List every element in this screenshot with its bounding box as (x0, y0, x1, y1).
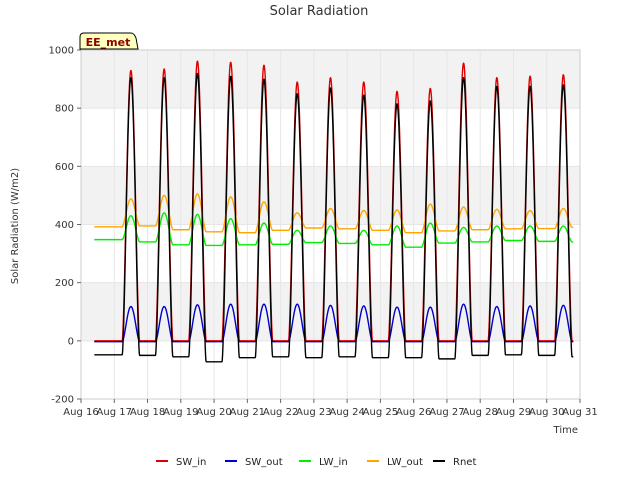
x-tick-label: Aug 22 (263, 407, 298, 418)
y-tick-label: -200 (51, 395, 74, 406)
series-line-rnet (93, 72, 574, 363)
x-axis-title: Time (553, 425, 578, 436)
y-axis-ticks: -200 0 200 400 600 800 1000 (49, 46, 81, 406)
grid-band (81, 166, 580, 225)
legend-label-sw-out: SW_out (245, 457, 283, 468)
x-tick-label: Aug 18 (130, 407, 165, 418)
x-tick-label: Aug 17 (97, 407, 132, 418)
y-tick-label: 0 (68, 336, 74, 347)
y-tick-label: 400 (55, 220, 74, 231)
x-tick-label: Aug 20 (196, 407, 231, 418)
series-line-lw-out (93, 193, 574, 234)
y-tick-label: 600 (55, 162, 74, 173)
y-tick-label: 800 (55, 104, 74, 115)
series-lines (93, 60, 574, 363)
x-tick-label: Aug 25 (363, 407, 398, 418)
x-tick-label: Aug 31 (562, 407, 597, 418)
x-tick-label: Aug 26 (396, 407, 431, 418)
legend-label-rnet: Rnet (453, 457, 476, 468)
site-badge-label: EE_met (86, 36, 131, 49)
series-line-sw-out (93, 303, 574, 343)
x-tick-label: Aug 21 (230, 407, 265, 418)
y-tick-label: 200 (55, 278, 74, 289)
legend: SW_in SW_out LW_in LW_out Rnet (156, 457, 476, 468)
y-tick-label: 1000 (49, 46, 74, 57)
site-badge-box (79, 32, 139, 50)
legend-label-lw-in: LW_in (319, 457, 348, 468)
x-tick-label: Aug 24 (329, 407, 364, 418)
x-tick-label: Aug 16 (63, 407, 98, 418)
x-tick-label: Aug 29 (496, 407, 531, 418)
legend-label-lw-out: LW_out (387, 457, 423, 468)
grid-bands (81, 50, 580, 341)
x-tick-label: Aug 23 (296, 407, 331, 418)
x-tick-label: Aug 27 (429, 407, 464, 418)
grid-band (81, 282, 580, 341)
chart-title: Solar Radiation (270, 4, 369, 19)
x-tick-label: Aug 30 (529, 407, 564, 418)
y-axis-title: Solar Radiation (W/m2) (10, 168, 21, 284)
legend-label-sw-in: SW_in (176, 457, 206, 468)
site-badge: EE_met (79, 32, 139, 50)
series-line-lw-in (93, 212, 574, 248)
x-tick-label: Aug 28 (462, 407, 497, 418)
x-tick-label: Aug 19 (163, 407, 198, 418)
